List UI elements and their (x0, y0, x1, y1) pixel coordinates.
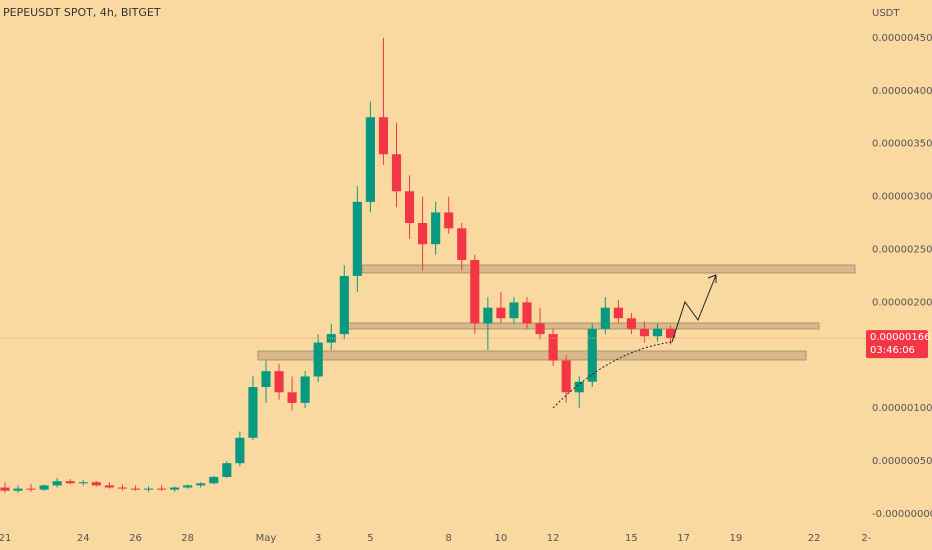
candle-body (78, 482, 88, 484)
candle-body (522, 302, 532, 324)
chart-title: PEPEUSDT SPOT, 4h, BITGET (3, 6, 161, 19)
x-tick-label: 28 (181, 533, 194, 544)
x-tick-label: 24 (77, 533, 90, 544)
candle-body (626, 318, 636, 329)
x-tick-label: 15 (625, 533, 638, 544)
x-tick-label: 26 (129, 533, 142, 544)
candle-body (457, 228, 467, 261)
countdown: 03:46:06 (870, 345, 915, 356)
candles (0, 37, 676, 493)
curve (552, 341, 673, 409)
candle-body (404, 191, 415, 224)
candle-body (157, 488, 167, 490)
x-tick-label: 10 (495, 533, 508, 544)
drawings (552, 274, 717, 409)
y-tick-label: 0.00000050000 (872, 456, 932, 467)
candle-body (600, 307, 610, 329)
x-tick-label: 21 (0, 533, 11, 544)
candle-body (561, 360, 571, 393)
candle-body (613, 307, 623, 319)
candle-body (418, 223, 428, 245)
y-tick-label: 0.00000400000 (872, 86, 932, 97)
x-tick-label: 2- (861, 533, 871, 544)
candle-body (574, 381, 584, 393)
candle-body (130, 488, 141, 490)
x-tick-label: 17 (677, 533, 690, 544)
candle-body (300, 376, 310, 403)
x-tick-label: 12 (547, 533, 560, 544)
x-tick-label: 3 (315, 533, 321, 544)
candle-body (470, 260, 480, 324)
candle-body (444, 212, 454, 229)
candle-body (13, 488, 23, 491)
candle-body (209, 476, 219, 484)
candle-body (313, 342, 323, 377)
x-tick-label: 5 (367, 533, 373, 544)
zone (257, 350, 807, 361)
candle-body (639, 328, 650, 337)
candle-body (235, 437, 245, 464)
y-tick-label: 0.00000200000 (872, 297, 932, 308)
candle-body (652, 328, 663, 337)
x-tick-label: 8 (446, 533, 452, 544)
candle-body (339, 275, 349, 335)
candle-body (104, 485, 114, 488)
candle-body (378, 117, 389, 155)
candle-body (391, 154, 402, 192)
y-tick-label: 0.00000450000 (872, 33, 932, 44)
candle-body (65, 481, 75, 484)
y-tick-label: 0.00000350000 (872, 139, 932, 150)
zone (361, 264, 856, 274)
candle-body (535, 323, 545, 335)
candle-body (483, 307, 493, 324)
candle-body (39, 485, 49, 490)
currency-label: USDT (872, 8, 900, 19)
candle-body (222, 463, 232, 477)
candle-body (548, 334, 558, 361)
candle-body (143, 488, 154, 490)
last-price-box (866, 330, 928, 359)
candle-body (287, 392, 297, 403)
candle-body (196, 483, 206, 486)
candle-body (248, 387, 258, 438)
candle-body (666, 328, 676, 339)
candle-body (183, 485, 193, 488)
candle-body (274, 371, 284, 393)
arrow (671, 274, 717, 343)
candle-body (26, 488, 36, 490)
candle-body (0, 487, 10, 491)
candle-body (587, 328, 597, 382)
arrow-head (707, 274, 717, 283)
candle-body (91, 482, 101, 486)
candle-body (352, 201, 362, 276)
x-tick-label: May (256, 533, 277, 544)
candle-body (509, 302, 519, 319)
y-tick-label: -0.00000000000 (872, 509, 932, 520)
candle-body (261, 371, 271, 388)
candle-body (496, 307, 506, 319)
candle-body (365, 117, 375, 202)
last-price-label: 0.00000166177 (870, 332, 932, 343)
y-tick-label: 0.00000300000 (872, 192, 932, 203)
candle-body (52, 481, 62, 486)
candle-body (326, 334, 336, 343)
candle-body (431, 212, 441, 245)
candle-body (117, 487, 127, 489)
y-tick-label: 0.00000100000 (872, 403, 932, 414)
x-tick-label: 22 (808, 533, 821, 544)
zone (344, 322, 820, 330)
candle-body (170, 487, 180, 490)
y-tick-label: 0.00000250000 (872, 244, 932, 255)
x-tick-label: 19 (729, 533, 742, 544)
